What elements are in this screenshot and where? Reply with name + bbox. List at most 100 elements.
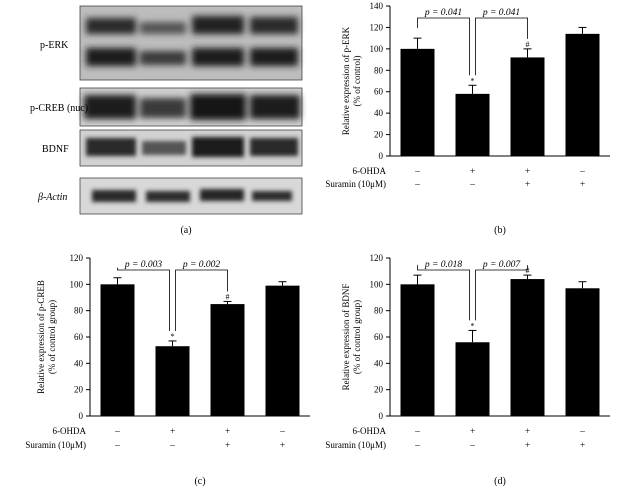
y-tick-label: 0 xyxy=(79,411,84,421)
y-tick-label: 20 xyxy=(374,130,384,140)
condition-sign: + xyxy=(525,180,530,190)
bar xyxy=(455,342,490,416)
bar xyxy=(155,346,190,416)
y-axis-label-line: Relative expression of p-CREB xyxy=(36,280,46,394)
condition-sign: – xyxy=(114,427,120,437)
comparison-bracket xyxy=(475,17,528,76)
condition-sign: – xyxy=(169,441,175,451)
condition-sign: – xyxy=(414,441,420,451)
p-value-label: p = 0.003 xyxy=(124,260,163,270)
chart-bdnf: 0 20 40 60 80 100 120 Relative expression of BD… xyxy=(325,253,610,487)
condition-sign: – xyxy=(579,167,585,177)
significance-mark: # xyxy=(526,266,530,275)
y-axis-label: Relative expression of BDNF(% of control… xyxy=(341,284,362,391)
chart-p-erk: 0 20 40 60 80 100 120 140 Relative expression of… xyxy=(325,1,610,236)
y-tick-label: 80 xyxy=(374,65,384,75)
p-value-label: p = 0.018 xyxy=(424,260,463,270)
condition-sign: + xyxy=(280,441,285,451)
condition-sign: + xyxy=(225,427,230,437)
condition-sign: + xyxy=(525,167,530,177)
bar xyxy=(565,33,600,156)
p-value-label: p = 0.007 xyxy=(482,260,522,270)
condition-sign: – xyxy=(469,441,475,451)
y-axis-label-line: Relative expression of BDNF xyxy=(341,284,351,391)
y-tick-label: 40 xyxy=(374,358,384,368)
significance-mark: # xyxy=(226,292,230,301)
y-tick-label: 20 xyxy=(374,385,384,395)
significance-mark: # xyxy=(526,40,530,49)
significance-mark: * xyxy=(471,76,475,85)
comparison-bracket xyxy=(175,269,228,331)
y-tick-label: 0 xyxy=(379,411,384,421)
condition-sign: + xyxy=(225,441,230,451)
y-tick-label: 20 xyxy=(74,385,84,395)
bar xyxy=(400,48,435,156)
bar xyxy=(265,285,300,416)
panel-label: (d) xyxy=(494,476,506,487)
condition-label-6-ohda: 6-OHDA xyxy=(353,166,387,176)
condition-sign: + xyxy=(525,427,530,437)
significance-mark: * xyxy=(471,321,475,330)
significance-mark: * xyxy=(171,332,175,341)
western-blot: p-ERK p-CREB (nuc) BDNF xyxy=(30,5,303,236)
blot-row-bdnf: BDNF xyxy=(42,129,303,167)
bar xyxy=(565,288,600,416)
condition-sign: – xyxy=(579,427,585,437)
comparison-bracket xyxy=(417,265,470,321)
chart-p-creb: 0 20 40 60 80 100 120 Relative expression of p-… xyxy=(25,253,310,487)
panel-label: (b) xyxy=(494,225,506,236)
condition-sign: – xyxy=(414,180,420,190)
panel-label-a: (a) xyxy=(180,225,191,236)
blot-row-beta-actin: β-Actin xyxy=(37,177,303,215)
condition-label-6-ohda: 6-OHDA xyxy=(353,426,387,436)
bar xyxy=(510,279,545,416)
y-tick-label: 60 xyxy=(74,332,84,342)
condition-label-suramin: Suramin (10μM) xyxy=(25,440,86,450)
panel-label: (c) xyxy=(194,476,205,487)
y-tick-label: 80 xyxy=(74,306,84,316)
y-tick-label: 60 xyxy=(374,332,384,342)
y-tick-label: 120 xyxy=(370,253,384,263)
blot-row-p-creb: p-CREB (nuc) xyxy=(30,87,303,127)
bar xyxy=(510,57,545,156)
p-value-label: p = 0.002 xyxy=(182,260,221,270)
y-axis-label-line: (% of control group) xyxy=(352,300,362,374)
condition-sign: + xyxy=(525,441,530,451)
condition-sign: – xyxy=(414,167,420,177)
y-tick-label: 40 xyxy=(74,358,84,368)
y-axis-label: Relative expression of p-ERK(% of contro… xyxy=(341,26,362,135)
blot-row-p-erk: p-ERK xyxy=(40,5,303,81)
condition-sign: – xyxy=(414,427,420,437)
blot-label-beta-actin: β-Actin xyxy=(37,192,67,203)
condition-label-6-ohda: 6-OHDA xyxy=(53,426,87,436)
y-tick-label: 100 xyxy=(70,279,84,289)
comparison-bracket xyxy=(475,265,528,321)
condition-label-suramin: Suramin (10μM) xyxy=(325,440,386,450)
blot-label-bdnf: BDNF xyxy=(42,144,69,155)
y-tick-label: 0 xyxy=(379,151,384,161)
y-axis-label: Relative expression of p-CREB(% of contr… xyxy=(36,280,57,394)
p-value-label: p = 0.041 xyxy=(424,8,462,18)
condition-label-suramin: Suramin (10μM) xyxy=(325,179,386,189)
condition-sign: + xyxy=(470,167,475,177)
y-tick-label: 100 xyxy=(370,44,384,54)
y-tick-label: 120 xyxy=(370,22,384,32)
bar xyxy=(210,304,245,416)
y-tick-label: 120 xyxy=(70,253,84,263)
condition-sign: – xyxy=(469,180,475,190)
condition-sign: + xyxy=(170,427,175,437)
bar xyxy=(100,284,135,416)
condition-sign: + xyxy=(580,180,585,190)
bar xyxy=(400,284,435,416)
y-tick-label: 80 xyxy=(374,306,384,316)
y-tick-label: 140 xyxy=(370,1,384,11)
y-tick-label: 40 xyxy=(374,108,384,118)
condition-sign: + xyxy=(470,427,475,437)
condition-sign: – xyxy=(114,441,120,451)
y-tick-label: 100 xyxy=(370,279,384,289)
comparison-bracket xyxy=(417,17,470,76)
y-tick-label: 60 xyxy=(374,87,384,97)
blot-label-p-creb: p-CREB (nuc) xyxy=(30,103,88,114)
condition-sign: – xyxy=(279,427,285,437)
